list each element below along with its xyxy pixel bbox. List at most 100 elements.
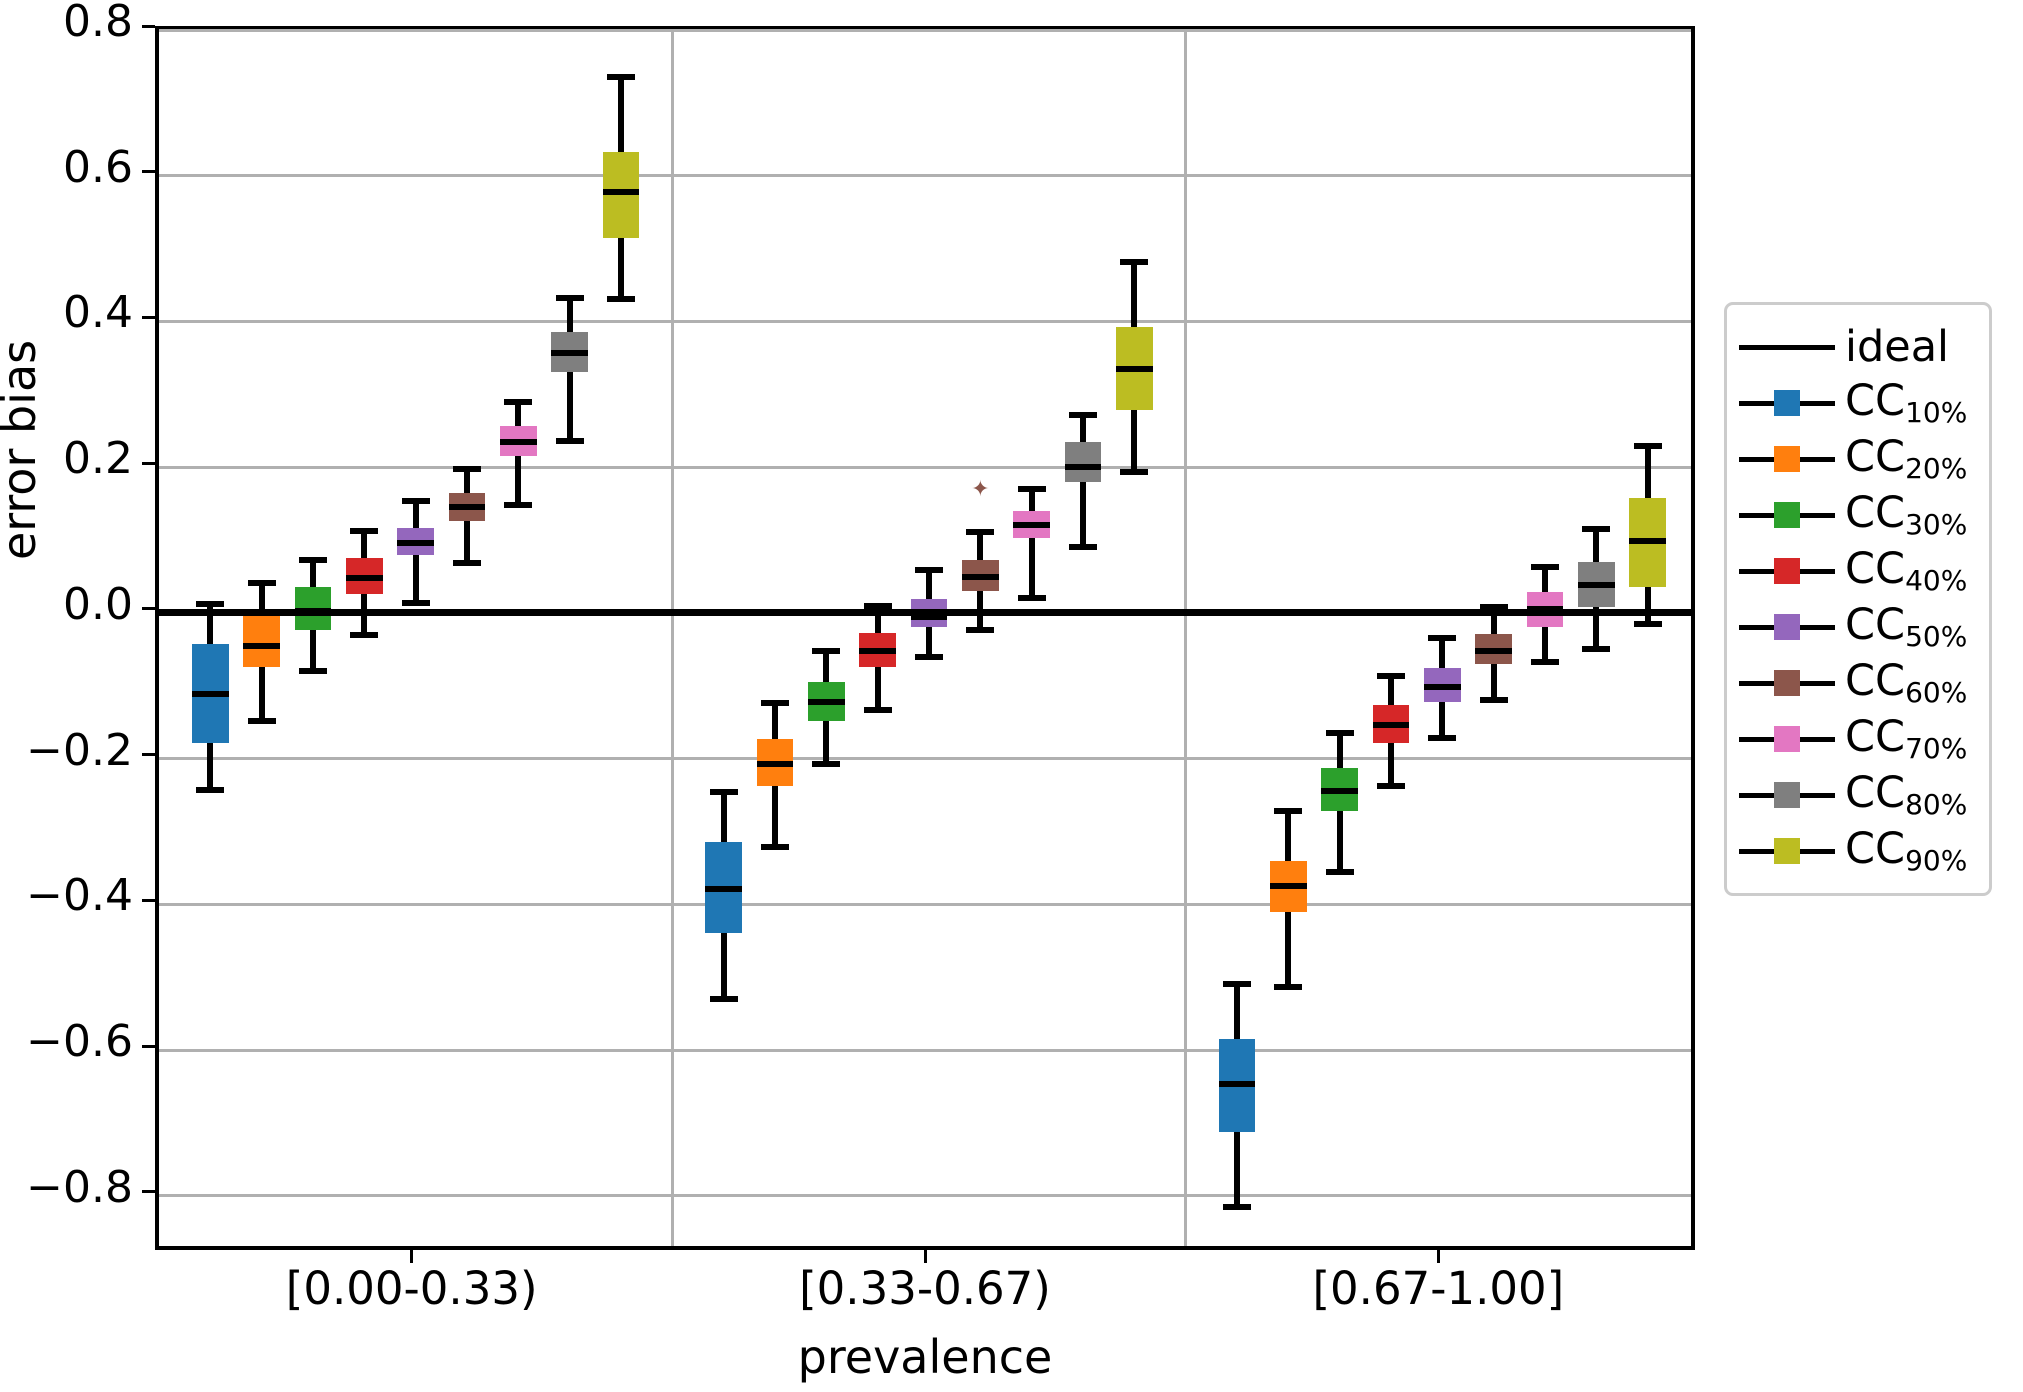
median-line [756,761,794,768]
median-line [1013,522,1051,529]
whisker-cap-lower [606,295,636,302]
median-line [1372,722,1410,729]
median-line [1321,787,1359,794]
legend-item-CC60pct[interactable]: CC60% [1739,655,1977,711]
median-line [191,691,229,698]
whisker-cap-lower [350,631,379,638]
legend-item-CC70pct[interactable]: CC70% [1739,711,1977,767]
gridline-horizontal [159,319,1691,323]
whisker-cap-lower [452,559,482,566]
whisker-upper [1644,446,1651,498]
y-tick-mark [142,170,155,174]
whisker-lower [1388,742,1394,787]
whisker-cap-upper [606,74,636,81]
y-axis-label: error bias [0,339,46,560]
median-line [551,349,589,356]
legend-item-CC50pct[interactable]: CC50% [1739,599,1977,655]
whisker-lower [1080,481,1086,547]
legend-item-CC30pct[interactable]: CC30% [1739,487,1977,543]
median-line [243,643,281,650]
whisker-lower [1285,912,1292,987]
legend-item-CC20pct[interactable]: CC20% [1739,431,1977,487]
whisker-cap-lower [1582,646,1611,653]
median-line [1526,606,1564,613]
whisker-cap-lower [298,668,328,675]
legend-item-label: CC10% [1845,375,1968,429]
whisker-upper [412,501,419,528]
whisker-cap-upper [709,789,738,796]
legend-item-label: CC60% [1845,655,1968,709]
legend-item-ideal[interactable]: ideal [1739,319,1977,375]
legend-line-swatch [1739,327,1835,367]
median-line [1577,582,1615,589]
whisker-upper [823,651,830,683]
legend-box-swatch [1739,663,1835,703]
y-tick-mark [142,607,155,611]
whisker-cap-lower [247,717,276,724]
gridline-horizontal [159,1048,1691,1052]
legend-swatch-square [1774,614,1800,640]
whisker-upper [926,569,932,599]
x-tick-mark [410,1250,414,1263]
legend-swatch-square [1774,726,1800,752]
whisker-cap-upper [504,398,533,405]
legend[interactable]: ideal CC10% CC20% CC30% CC40% CC50% CC60% CC70%… [1724,302,1992,896]
whisker-cap-upper [812,648,841,655]
whisker-cap-upper [1530,563,1560,570]
whisker-cap-lower [914,653,944,660]
whisker-upper [1080,414,1086,443]
whisker-cap-lower [812,760,841,767]
whisker-cap-upper [760,700,790,707]
median-line [1423,684,1461,691]
legend-item-label: CC20% [1845,431,1968,485]
median-line [448,504,486,511]
legend-item-CC80pct[interactable]: CC80% [1739,767,1977,823]
legend-swatch-square [1774,782,1800,808]
whisker-cap-lower [863,706,892,713]
whisker-lower [412,555,419,603]
legend-item-CC40pct[interactable]: CC40% [1739,543,1977,599]
y-tick-mark [142,898,155,902]
median-line [961,574,999,581]
whisker-cap-upper [555,295,584,302]
y-tick-label: 0.8 [63,0,133,47]
y-tick-mark [142,461,155,465]
x-tick-label: [0.00-0.33) [285,1262,538,1315]
legend-item-CC90pct[interactable]: CC90% [1739,823,1977,879]
legend-item-label: CC50% [1845,599,1968,653]
whisker-upper [1439,638,1446,669]
median-line [345,574,383,581]
whisker-upper [566,298,573,333]
legend-box-swatch [1739,775,1835,815]
whisker-lower [1028,537,1035,598]
whisker-cap-upper [1428,635,1457,642]
legend-box-swatch [1739,439,1835,479]
y-tick-label: 0.6 [63,141,133,193]
box-CC30pct-1[interactable] [294,586,332,630]
legend-box-swatch [1739,551,1835,591]
gridline-horizontal [159,757,1691,761]
whisker-cap-lower [555,437,584,444]
whisker-lower [258,666,265,721]
outlier-marker: ✦ [971,477,990,503]
whisker-cap-upper [1222,981,1252,988]
whisker-lower [874,666,881,710]
whisker-lower [720,933,727,999]
whisker-cap-upper [350,527,379,534]
legend-item-CC10pct[interactable]: CC10% [1739,375,1977,431]
y-tick-mark [142,1044,155,1048]
x-tick-label: [0.33-0.67) [799,1262,1051,1315]
x-tick-label: [0.67-1.00] [1312,1262,1565,1315]
whisker-cap-upper [1325,730,1354,737]
whisker-cap-upper [298,556,328,563]
box-CC20pct-1[interactable] [243,610,281,667]
box-CC80pct-2[interactable] [1064,442,1102,482]
whisker-cap-upper [966,528,995,535]
whisker-upper [772,703,778,739]
legend-item-label: CC80% [1845,767,1968,821]
legend-swatch-square [1774,670,1800,696]
legend-box-swatch [1739,719,1835,759]
gridline-horizontal [159,465,1691,469]
whisker-cap-lower [1120,469,1149,476]
